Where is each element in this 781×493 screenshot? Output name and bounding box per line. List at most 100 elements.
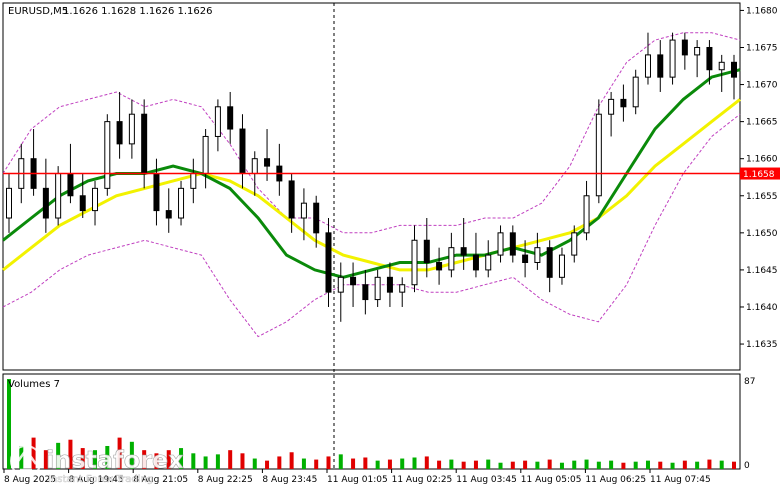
volume-bar [449,459,454,469]
candle-body [116,121,123,145]
volume-panel-frame [2,373,741,470]
candle-body [67,173,74,197]
candle-body [644,54,651,78]
volume-bar [326,456,331,469]
volume-bar [473,460,478,469]
candle-body [6,187,12,219]
candle-body [190,173,197,189]
volume-bar [584,459,589,469]
time-tick-label: 11 Aug 06:25 [585,475,646,485]
volume-bar [129,441,134,469]
time-tick-label: 11 Aug 05:05 [521,475,582,485]
time-tick-label: 8 Aug 22:25 [198,475,253,485]
main-chart-frame [2,2,741,371]
candle-body [731,61,737,78]
instaforex-watermark: instaforex Instant Forex Trading [6,440,196,486]
candle-body [694,46,701,56]
candle-body [448,247,455,271]
candle-body [55,173,62,219]
volume-bar [658,461,663,469]
volume-bar [633,461,638,469]
volume-bar [203,456,208,469]
time-tick-label: 11 Aug 02:25 [392,475,453,485]
candle-body [227,106,234,130]
candle-body [313,202,320,234]
volume-bar [277,456,282,469]
volume-bar [461,461,466,469]
volume-bar [375,460,380,469]
candle-body [472,254,479,271]
candle-body [92,187,99,212]
candle-body [288,180,295,219]
candle-body [104,121,111,189]
volume-bar [56,442,61,469]
volume-bar [314,459,319,469]
volume-bar [510,461,515,469]
volume-bar [596,461,601,469]
volume-bar [707,459,712,469]
volume-bar [252,458,257,469]
ma-slow-line [2,98,741,272]
price-tick-label: 1.1635 [746,340,778,350]
price-tick-label: 1.1670 [746,81,778,91]
price-tick-label: 1.1650 [746,229,778,239]
candle-body [546,247,553,278]
candle-body [350,276,357,286]
price-axis: 1.1680 1.1675 1.1670 1.1665 1.1660 1.1655 1.16… [740,6,778,350]
volume-bar [338,454,343,469]
candle-body [214,106,221,137]
candle-body [386,276,393,293]
candle-body [362,284,369,301]
candle-body [522,254,529,263]
volume-bar [351,458,356,469]
volume-bar [31,437,36,469]
horizontal-level[interactable]: 1.1658 [3,167,780,181]
candle-body [632,76,639,108]
candle-body [337,276,344,293]
volume-bar [424,456,429,469]
price-tick-label: 1.1660 [746,155,778,165]
candle-body [128,113,135,145]
time-tick-label: 8 Aug 23:45 [262,475,317,485]
candle-body [534,247,541,263]
candle-body [251,158,258,175]
candle-body [239,128,246,175]
candle-body [485,254,492,271]
volume-bar [535,461,540,469]
price-tick-label: 1.1665 [746,118,778,128]
volume-bar [7,379,11,469]
volume-bar [117,437,122,469]
time-tick-label: 8 Aug 19:45 [69,475,124,485]
time-tick-label: 11 Aug 01:05 [327,475,388,485]
volume-bar [105,445,110,469]
volume-bar [387,459,392,469]
volume-bar [68,439,73,469]
volume-title: Volumes 7 [8,379,60,390]
candle-body [509,232,516,256]
candle-body [608,98,615,115]
volume-bar [523,460,528,469]
candle-body [558,254,565,278]
bollinger-bands [2,32,741,338]
candle-body [571,232,578,256]
volume-bar [363,457,368,469]
time-tick-label: 8 Aug 2025 [4,475,56,485]
level-price-tag [740,167,780,180]
volume-bar [80,448,85,469]
price-tick-label: 1.1675 [746,43,778,53]
volume-bar [719,460,724,469]
volume-bar [695,461,700,469]
volume-bar [191,453,196,469]
volume-bar [154,453,159,469]
candle-body [325,232,332,293]
volume-bar [486,459,491,469]
time-tick-label: 11 Aug 07:45 [650,475,711,485]
price-tick-label: 1.1640 [746,303,778,313]
volume-bar [437,460,442,469]
candle-body [374,276,381,301]
volume-bar [609,460,614,469]
candle-body [153,173,160,212]
volume-bar [732,461,736,469]
